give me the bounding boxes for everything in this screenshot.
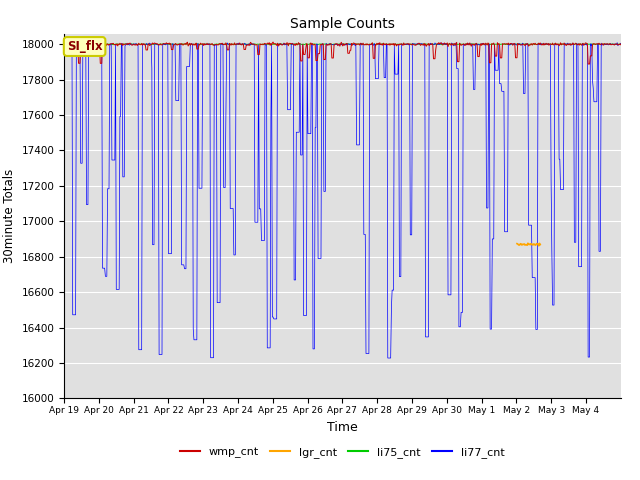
Text: SI_flx: SI_flx <box>67 40 102 53</box>
Legend: wmp_cnt, lgr_cnt, li75_cnt, li77_cnt: wmp_cnt, lgr_cnt, li75_cnt, li77_cnt <box>175 443 509 462</box>
X-axis label: Time: Time <box>327 420 358 433</box>
Y-axis label: 30minute Totals: 30minute Totals <box>3 169 16 263</box>
Title: Sample Counts: Sample Counts <box>290 17 395 31</box>
